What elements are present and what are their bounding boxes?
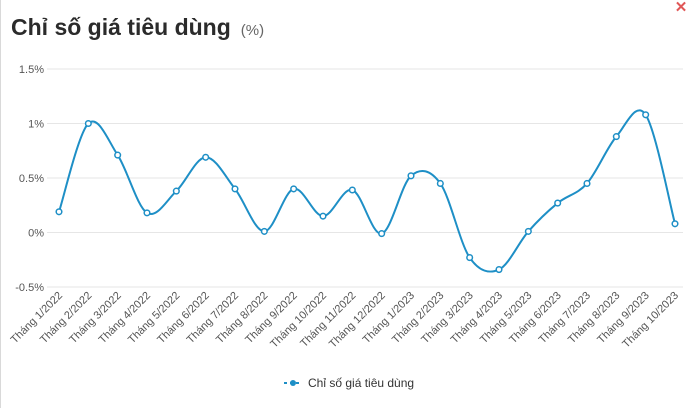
legend-dot — [290, 380, 296, 386]
data-point[interactable] — [290, 185, 298, 193]
legend-label: Chỉ số giá tiêu dùng — [308, 376, 414, 390]
grid-lines — [47, 68, 683, 288]
chart-header: Chỉ số giá tiêu dùng (%) — [11, 14, 264, 41]
data-point[interactable] — [466, 254, 474, 262]
data-point[interactable] — [671, 220, 679, 228]
data-point[interactable] — [143, 209, 151, 217]
data-point[interactable] — [55, 208, 63, 216]
data-point[interactable] — [378, 230, 386, 238]
close-icon[interactable]: ✕ — [674, 0, 688, 16]
y-tick-label: -0.5% — [15, 282, 44, 294]
data-point[interactable] — [436, 179, 444, 187]
data-point[interactable] — [202, 153, 210, 161]
data-point[interactable] — [260, 227, 268, 235]
y-tick-label: 1.5% — [19, 64, 44, 76]
data-points — [55, 111, 679, 274]
data-point[interactable] — [84, 119, 92, 128]
series-line — [58, 109, 676, 273]
data-point[interactable] — [642, 111, 650, 119]
y-tick-label: 1% — [28, 119, 44, 131]
data-point[interactable] — [612, 133, 620, 141]
chart-unit: (%) — [240, 22, 265, 39]
data-point[interactable] — [407, 172, 415, 180]
y-tick-label: 0% — [28, 228, 44, 240]
chart-title: Chỉ số giá tiêu dùng — [11, 14, 231, 40]
y-tick-label: 0.5% — [19, 173, 44, 185]
legend[interactable]: Chỉ số giá tiêu dùng — [284, 376, 414, 390]
data-point[interactable] — [583, 179, 591, 187]
data-point[interactable] — [114, 151, 122, 159]
data-point[interactable] — [554, 199, 562, 207]
y-axis: -0.5% 0% 0.5% 1% 1.5% — [15, 64, 44, 294]
data-point[interactable] — [172, 187, 180, 195]
data-point[interactable] — [524, 227, 532, 235]
data-point[interactable] — [231, 185, 239, 193]
data-point[interactable] — [319, 212, 327, 220]
data-point[interactable] — [348, 186, 356, 194]
data-point[interactable] — [495, 266, 503, 274]
